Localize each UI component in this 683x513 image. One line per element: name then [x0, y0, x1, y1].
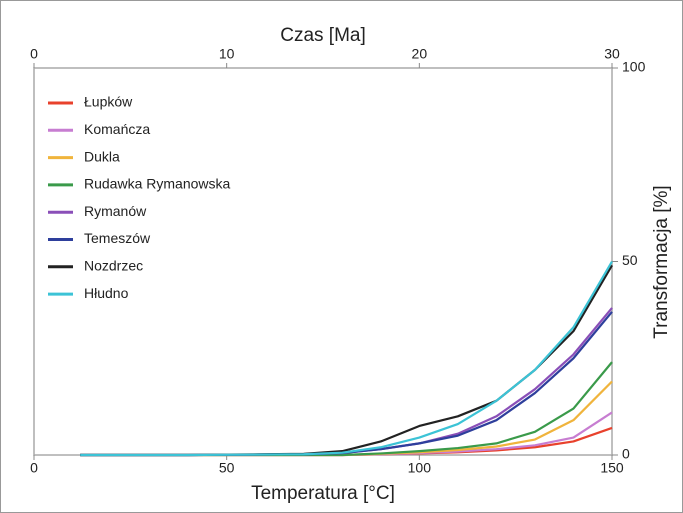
x2-tick-label: 10 [219, 46, 235, 62]
y-axis-title: Transformacja [%] [651, 185, 672, 338]
legend-text: Rymanów [84, 203, 147, 219]
y-tick-label: 100 [622, 59, 646, 75]
series-line [80, 260, 613, 457]
legend-text: Temeszów [84, 230, 151, 246]
legend-text: Dukla [84, 148, 120, 164]
series-line [80, 264, 613, 457]
legend-text: Nozdrzec [84, 258, 143, 274]
x-tick-label: 150 [600, 460, 624, 476]
legend-text: Łupków [84, 94, 133, 110]
x2-axis-title: Czas [Ma] [280, 25, 366, 46]
x-tick-label: 100 [408, 460, 432, 476]
x-axis-title: Temperatura [°C] [251, 483, 395, 504]
legend-text: Rudawka Rymanowska [84, 176, 230, 192]
legend-text: Komańcza [84, 121, 150, 137]
y-tick-label: 50 [622, 252, 638, 268]
legend-text: Hłudno [84, 285, 129, 301]
series-line [80, 380, 613, 457]
x-tick-label: 0 [30, 460, 38, 476]
x2-tick-label: 0 [30, 46, 38, 62]
x-tick-label: 50 [219, 460, 235, 476]
x2-tick-label: 20 [412, 46, 428, 62]
y-tick-label: 0 [622, 446, 630, 462]
x2-tick-label: 30 [604, 46, 620, 62]
